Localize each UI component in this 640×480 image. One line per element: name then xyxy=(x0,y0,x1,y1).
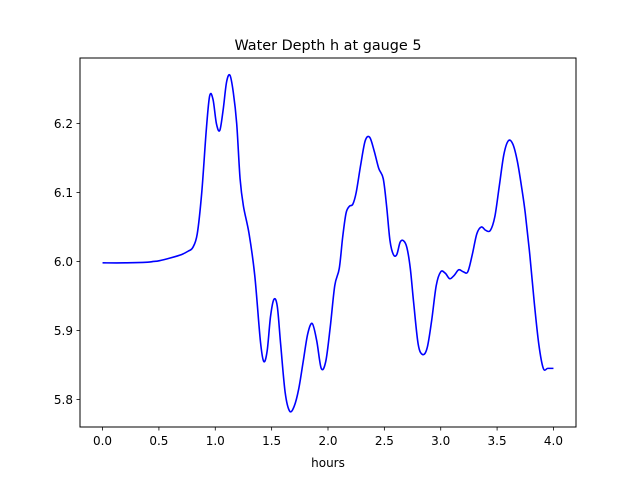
series-layer xyxy=(102,73,554,413)
x-tick-label: 2.0 xyxy=(318,434,337,448)
y-tick-label: 6.1 xyxy=(54,186,73,200)
x-tick-label: 3.5 xyxy=(488,434,507,448)
y-tick-label: 5.9 xyxy=(54,324,73,338)
series-line xyxy=(102,73,554,413)
x-axis-label: hours xyxy=(311,456,345,470)
x-tick-label: 4.0 xyxy=(544,434,563,448)
plot-frame xyxy=(79,57,577,428)
x-axis-ticks: 0.0 0.5 1.0 1.5 2.0 2.5 3.0 3.5 4.0 xyxy=(93,427,563,448)
x-tick-label: 3.0 xyxy=(431,434,450,448)
x-tick-label: 1.0 xyxy=(206,434,225,448)
plot-area: 0.0 0.5 1.0 1.5 2.0 2.5 3.0 3.5 4.0 5.8 5.9 6.0 6.1… xyxy=(54,57,577,448)
chart-title: Water Depth h at gauge 5 xyxy=(234,38,421,54)
y-tick-label: 6.2 xyxy=(54,117,73,131)
y-axis-ticks: 5.8 5.9 6.0 6.1 6.2 xyxy=(54,117,80,407)
x-tick-label: 0.5 xyxy=(149,434,168,448)
y-tick-label: 5.8 xyxy=(54,393,73,407)
x-tick-label: 2.5 xyxy=(375,434,394,448)
x-tick-label: 1.5 xyxy=(262,434,281,448)
y-tick-label: 6.0 xyxy=(54,255,73,269)
x-tick-label: 0.0 xyxy=(93,434,112,448)
